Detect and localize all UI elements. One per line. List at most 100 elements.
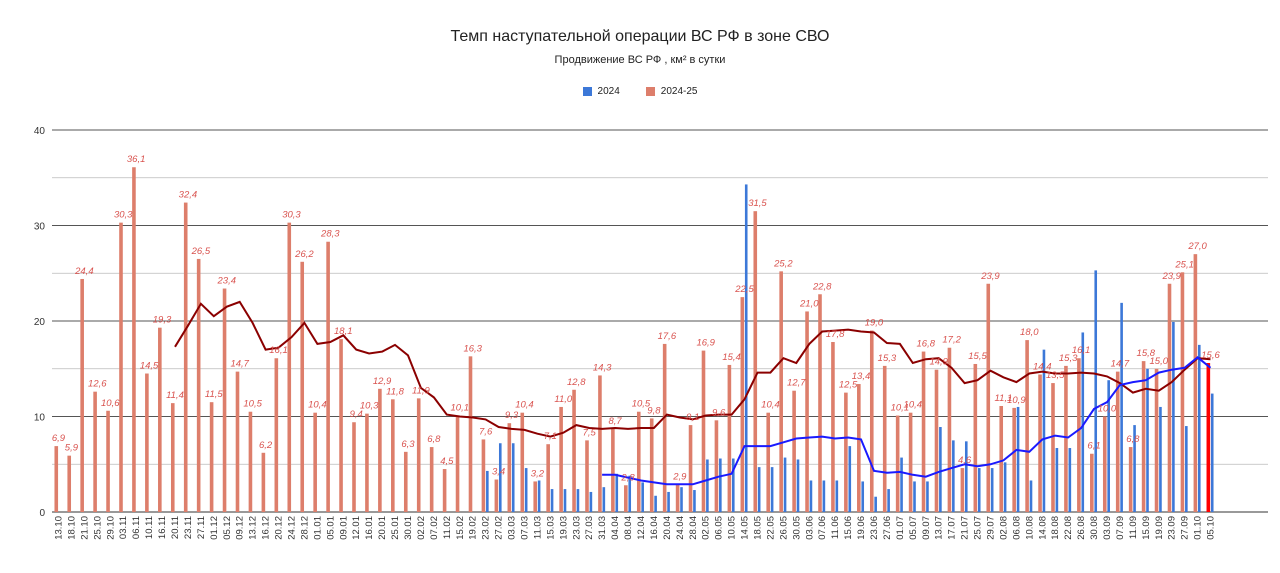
x-tick-label: 21.10 xyxy=(79,516,90,540)
bar-2024 xyxy=(1197,344,1201,512)
bar-2024-25 xyxy=(1154,368,1159,512)
data-label: 11,9 xyxy=(412,385,431,396)
bar-2024 xyxy=(706,459,709,512)
x-tick-label: 10.11 xyxy=(144,516,155,539)
x-tick-label: 06.05 xyxy=(714,516,725,540)
bar-2024-25 xyxy=(895,415,900,512)
bar-2024-25 xyxy=(714,420,719,512)
data-label: 22,5 xyxy=(734,284,754,295)
bar-2024-25 xyxy=(468,356,473,512)
data-label: 13,5 xyxy=(1046,370,1065,381)
bar-2024 xyxy=(1120,302,1123,512)
bar-2024-25 xyxy=(287,222,292,512)
x-tick-label: 08.04 xyxy=(623,516,634,540)
bar-2024-25 xyxy=(313,412,317,512)
bar-2024-25 xyxy=(1206,363,1211,512)
x-tick-label: 20.04 xyxy=(662,516,673,540)
x-tick-label: 16.01 xyxy=(364,516,375,540)
x-tick-label: 18.05 xyxy=(752,516,763,540)
x-tick-label: 27.11 xyxy=(196,516,207,539)
bar-2024-25 xyxy=(572,389,576,512)
bar-2024-25 xyxy=(378,388,382,512)
bar-2024-25 xyxy=(145,373,149,512)
bar-2024-25 xyxy=(1090,453,1094,512)
x-tick-label: 26.05 xyxy=(778,516,789,540)
data-label: 10,0 xyxy=(1098,404,1117,415)
data-label: 27,0 xyxy=(1187,241,1207,252)
x-tick-label: 25.07 xyxy=(973,516,984,540)
bar-2024-25 xyxy=(818,294,822,512)
data-label: 17,6 xyxy=(658,331,677,342)
x-tick-label: 25.01 xyxy=(390,516,401,540)
data-label: 17,8 xyxy=(826,329,845,340)
bar-2024-25 xyxy=(196,258,201,512)
x-tick-label: 24.04 xyxy=(675,516,686,540)
data-label: 3,2 xyxy=(531,468,545,479)
x-tick-label: 26.08 xyxy=(1076,516,1087,540)
bar-2024-25 xyxy=(857,384,861,512)
bar-2024-25 xyxy=(248,411,253,512)
x-tick-label: 13.07 xyxy=(934,516,945,540)
avg-line-2024-25 xyxy=(174,300,1211,438)
bar-2024-25 xyxy=(947,347,952,512)
bar-2024 xyxy=(615,473,619,512)
data-label: 9,1 xyxy=(686,412,699,423)
data-label: 15,6 xyxy=(1201,350,1220,361)
bar-2024-25 xyxy=(403,451,408,512)
x-tick-label: 20.11 xyxy=(170,516,181,539)
bar-2024-25 xyxy=(300,261,305,512)
bar-2024-25 xyxy=(494,479,499,512)
data-label: 12,9 xyxy=(373,376,392,387)
legend-item-2024-25: 2024-25 xyxy=(645,86,697,97)
data-label: 10,5 xyxy=(632,399,651,410)
x-tick-label: 03.11 xyxy=(118,516,129,539)
legend-label-2024: 2024 xyxy=(597,86,620,97)
bar-2024 xyxy=(1185,426,1188,512)
bar-2024 xyxy=(498,443,502,512)
data-label: 15,0 xyxy=(1150,356,1169,367)
data-label: 12,7 xyxy=(787,378,806,389)
x-tick-label: 17.07 xyxy=(947,516,958,540)
y-tick-label: 0 xyxy=(39,508,45,519)
data-label: 10,4 xyxy=(904,400,923,411)
data-label: 21,0 xyxy=(799,298,819,309)
x-tick-label: 14.05 xyxy=(740,516,751,540)
bar-2024-25 xyxy=(391,399,395,512)
bar-2024-25 xyxy=(1038,374,1042,512)
x-tick-label: 01.01 xyxy=(312,516,323,540)
x-tick-label: 27.09 xyxy=(1180,516,1191,540)
data-label: 7,1 xyxy=(544,431,557,442)
bar-2024 xyxy=(693,490,696,512)
bar-2024-25 xyxy=(1064,365,1068,512)
data-label: 22,8 xyxy=(812,281,832,292)
x-tick-label: 12.04 xyxy=(636,516,647,540)
x-tick-label: 31.03 xyxy=(597,516,608,540)
bar-2024-25 xyxy=(209,402,214,512)
data-label: 6,9 xyxy=(52,433,66,444)
bar-2024 xyxy=(809,480,813,512)
bar-2024-25 xyxy=(1051,383,1055,512)
chart-legend: 2024 2024-25 xyxy=(0,86,1280,97)
bar-2024 xyxy=(1172,321,1175,512)
bar-2024 xyxy=(939,427,942,512)
x-tick-label: 01.07 xyxy=(895,516,906,540)
bar-2024 xyxy=(1081,332,1085,512)
bar-2024 xyxy=(757,467,761,512)
data-label: 9,4 xyxy=(350,409,363,420)
x-tick-label: 07.06 xyxy=(817,516,828,540)
data-label: 5,9 xyxy=(65,443,79,454)
x-tick-label: 13.10 xyxy=(53,516,64,540)
data-label: 12,6 xyxy=(88,379,107,390)
bar-2024-25 xyxy=(54,446,59,512)
bar-2024-25 xyxy=(507,423,512,512)
bar-2024-25 xyxy=(106,410,110,512)
bar-2024 xyxy=(731,458,735,512)
x-tick-label: 03.06 xyxy=(804,516,815,540)
bar-2024-25 xyxy=(779,271,783,512)
bar-2024-25 xyxy=(960,468,965,512)
data-label: 11,5 xyxy=(205,389,224,400)
data-label: 30,3 xyxy=(282,210,301,221)
bar-2024 xyxy=(874,496,877,512)
x-tick-label: 04.04 xyxy=(610,516,621,540)
bar-2024 xyxy=(926,481,929,512)
